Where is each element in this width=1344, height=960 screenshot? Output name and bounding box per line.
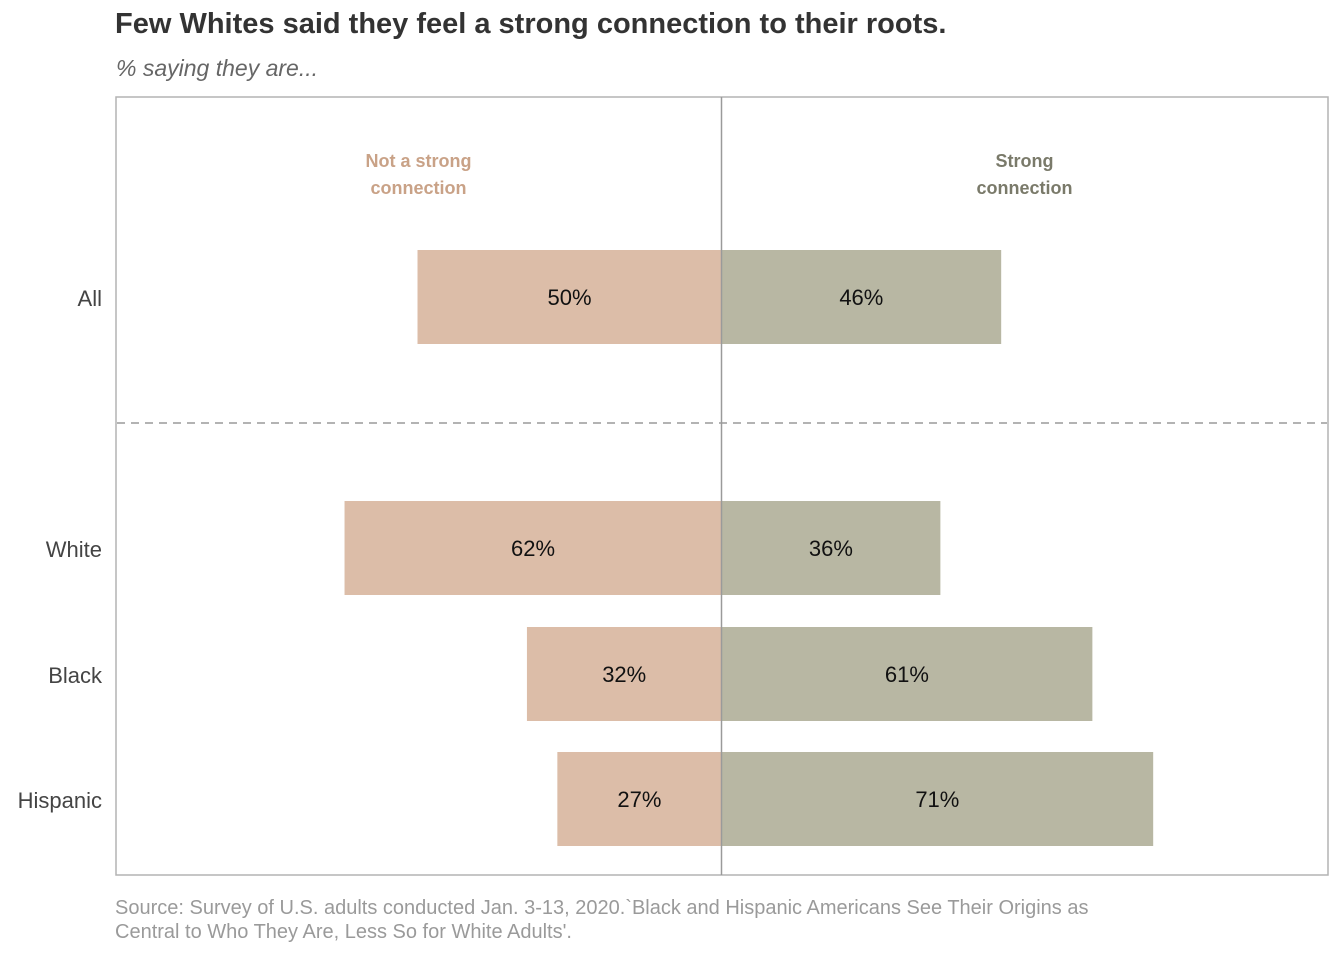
chart-title: Few Whites said they feel a strong conne… [115,8,947,40]
source-note: Source: Survey of U.S. adults conducted … [115,897,1089,943]
category-label-white: White [46,537,102,562]
chart-subtitle: % saying they are... [116,55,318,81]
bar-not-strong-all [417,250,722,344]
value-label-not-strong-all: 50% [547,285,591,310]
value-label-not-strong-white: 62% [511,536,555,561]
bar-not-strong-white [344,501,722,595]
category-label-black: Black [48,663,103,688]
bar-strong-white [721,501,941,595]
value-label-strong-white: 36% [809,536,853,561]
series-label-not-strong: Not a strong connection [366,151,472,198]
value-label-not-strong-hispanic: 27% [617,787,661,812]
bar-not-strong-hispanic [557,752,722,846]
value-label-strong-hispanic: 71% [915,787,959,812]
bar-strong-black [721,627,1093,721]
bar-strong-hispanic [721,752,1154,846]
bar-strong-all [721,250,1002,344]
category-label-hispanic: Hispanic [18,788,102,813]
series-label-strong: Strong connection [976,151,1072,198]
value-label-not-strong-black: 32% [602,662,646,687]
bar-not-strong-black [526,627,722,721]
value-label-strong-all: 46% [839,285,883,310]
value-label-strong-black: 61% [885,662,929,687]
category-label-all: All [78,286,102,311]
